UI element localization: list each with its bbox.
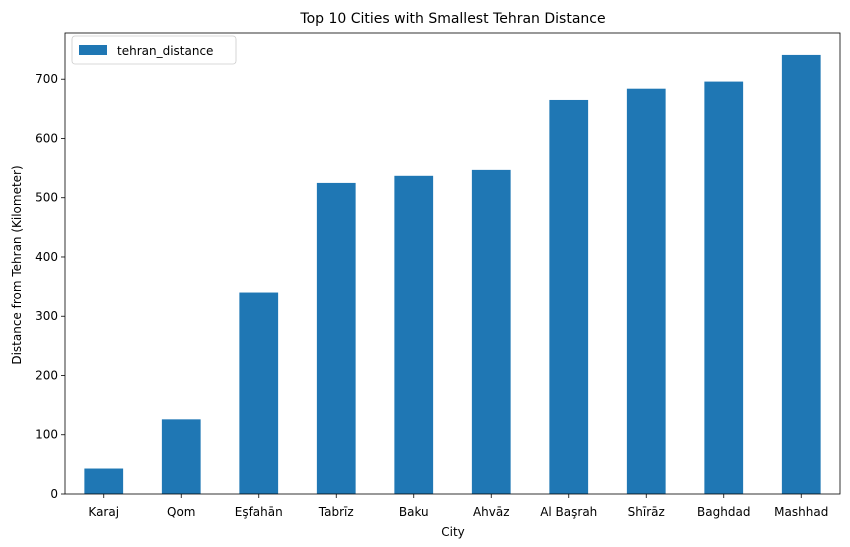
x-axis-label: City [441,525,465,539]
plot-frame [64,32,841,495]
legend-frame [71,35,237,65]
bar-9 [704,81,744,495]
legend-label: tehran_distance [117,44,213,58]
x-tick-label: Al Başrah [540,505,597,519]
x-tick-label: Shīrāz [628,505,665,519]
y-tick-label: 600 [35,131,58,145]
x-tick-label: Baku [399,505,429,519]
x-tick-label: Qom [167,505,195,519]
bar-8 [626,88,666,495]
x-tick-label: Ahvāz [473,505,510,519]
y-tick-label: 100 [35,428,58,442]
y-tick-label: 200 [35,368,58,382]
y-tick-label: 0 [50,487,58,501]
y-tick-label: 500 [35,191,58,205]
x-tick-label: Baghdad [697,505,750,519]
x-tick-label: Karaj [88,505,119,519]
bar-3 [239,292,279,494]
y-tick-label: 400 [35,250,58,264]
bar-5 [394,175,434,494]
x-tick-label: Mashhad [774,505,828,519]
bar-6 [471,169,511,494]
bar-1 [84,468,124,494]
x-axis: Karaj Qom Eşfahān Tabrīz Baku Ahvāz Al Başrah S… [88,494,828,519]
x-tick-label: Eşfahān [235,505,283,519]
legend-swatch [79,45,107,55]
y-tick-label: 300 [35,309,58,323]
bars-group [84,54,821,495]
bar-7 [549,99,589,494]
chart-title: Top 10 Cities with Smallest Tehran Dista… [299,11,605,27]
legend: tehran_distance [71,35,237,65]
bar-10 [781,54,821,494]
y-tick-label: 700 [35,72,58,86]
bar-2 [161,419,201,494]
bar-4 [316,182,356,494]
y-axis: 0 100 200 300 400 500 600 700 [35,72,65,501]
x-tick-label: Tabrīz [318,505,354,519]
y-axis-label: Distance from Tehran (Kilometer) [10,165,24,364]
